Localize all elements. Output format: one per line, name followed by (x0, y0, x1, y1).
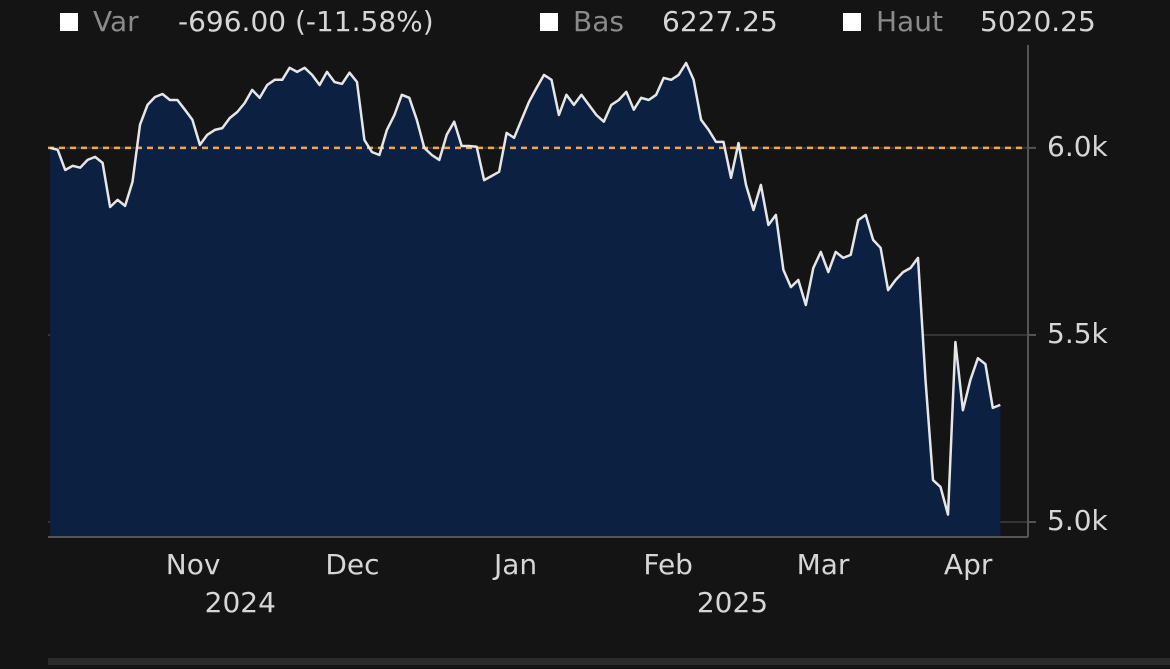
legend-swatch (843, 13, 861, 31)
stat-name: Var (93, 5, 139, 38)
x-tick-label: Dec (325, 548, 379, 581)
y-tick-label: 5.5k (1047, 317, 1109, 350)
area-fill (50, 63, 1001, 537)
x-tick-label: Feb (643, 548, 693, 581)
stat-value: 5020.25 (980, 5, 1096, 38)
year-label: 2025 (697, 586, 768, 619)
stat-name: Bas (573, 5, 624, 38)
x-tick-label: Jan (492, 548, 537, 581)
stat-value: -696.00 (-11.58%) (178, 5, 434, 38)
price-line (49, 61, 1001, 516)
year-label: 2024 (205, 586, 276, 619)
bottom-bar (48, 658, 1170, 665)
legend-swatch (60, 13, 78, 31)
x-tick-label: Apr (944, 548, 993, 581)
y-tick-label: 6.0k (1047, 130, 1109, 163)
stat-value: 6227.25 (662, 5, 778, 38)
legend-swatch (540, 13, 558, 31)
x-tick-label: Mar (797, 548, 850, 581)
y-tick-label: 5.0k (1047, 504, 1109, 537)
stat-name: Haut (876, 5, 943, 38)
x-tick-label: Nov (166, 548, 221, 581)
